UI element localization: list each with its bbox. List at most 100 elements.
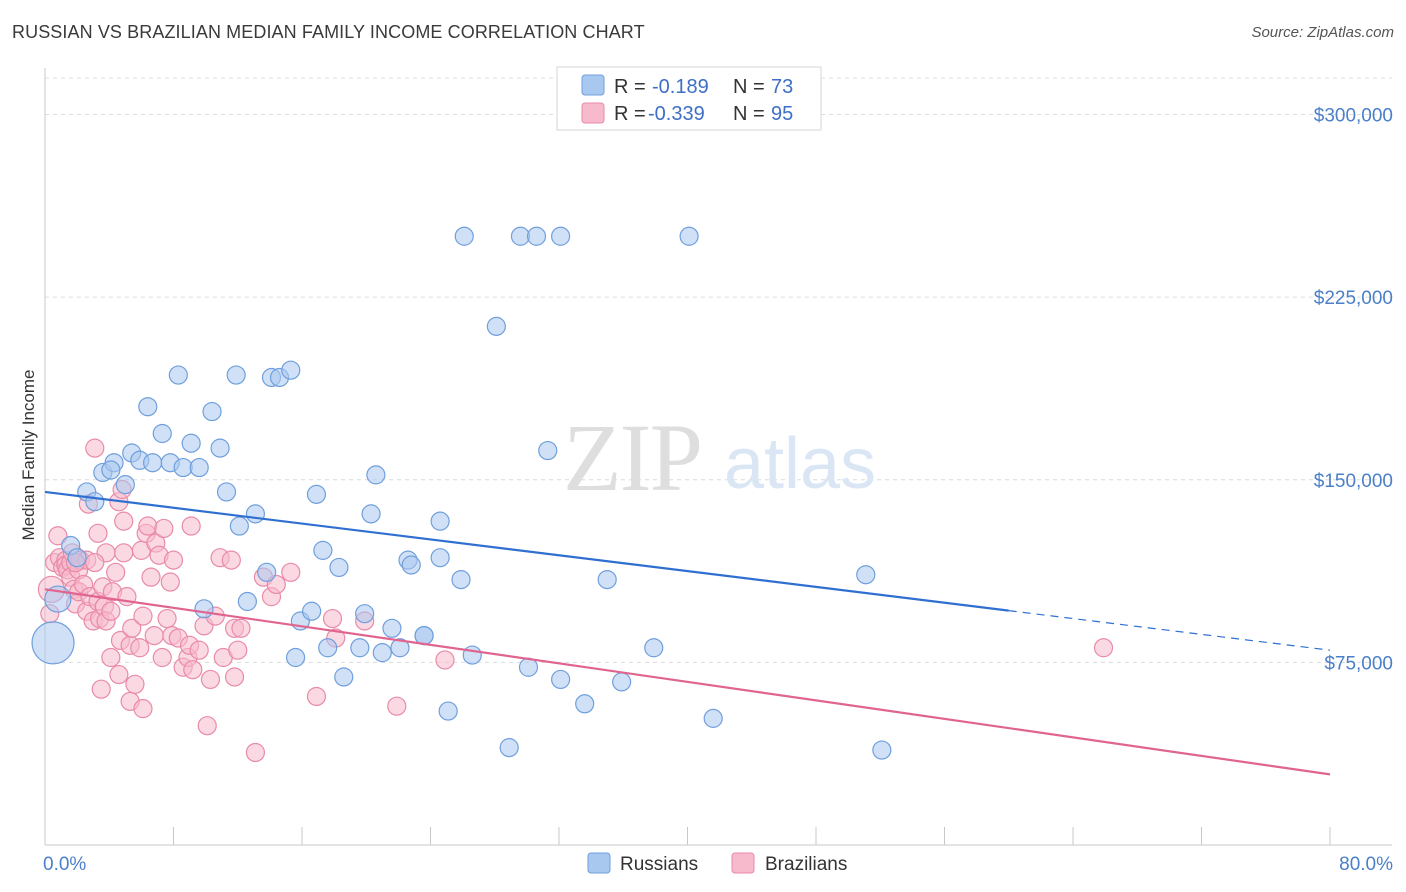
russians-point bbox=[101, 460, 121, 480]
russians-points bbox=[31, 226, 892, 760]
brazilians-point bbox=[1093, 638, 1114, 658]
russians-point bbox=[538, 440, 558, 461]
brazilians-point bbox=[114, 511, 134, 531]
legend-brazilians-r-value: -0.339 bbox=[648, 103, 705, 125]
russians-point bbox=[486, 316, 506, 336]
russians-point bbox=[390, 638, 410, 658]
russians-point bbox=[313, 540, 333, 560]
brazilians-point bbox=[144, 625, 164, 646]
brazilians-point bbox=[106, 562, 126, 582]
russians-point bbox=[372, 643, 392, 663]
brazilians-point bbox=[114, 543, 134, 563]
legend-brazilians-r-label: R = bbox=[614, 103, 646, 125]
bottom-legend-brazilians-label[interactable]: Brazilians bbox=[765, 854, 847, 875]
russians-point bbox=[430, 511, 450, 531]
legend-brazilians-n-label: N = bbox=[733, 103, 765, 125]
brazilians-point bbox=[122, 618, 142, 638]
russians-point bbox=[210, 438, 230, 458]
russians-point bbox=[856, 565, 876, 585]
brazilians-point bbox=[133, 606, 153, 626]
source-label: Source: ZipAtlas.com bbox=[1251, 24, 1394, 41]
russians-point bbox=[401, 555, 421, 575]
legend-russians-swatch[interactable] bbox=[581, 74, 605, 96]
brazilians-point bbox=[160, 572, 180, 592]
russians-point bbox=[237, 591, 257, 612]
russians-point bbox=[679, 226, 699, 246]
brazilians-point bbox=[163, 550, 184, 570]
brazilians-point bbox=[88, 523, 108, 543]
x-tick-label: 80.0% bbox=[1339, 854, 1393, 875]
russians-point bbox=[189, 457, 209, 478]
brazilians-point bbox=[221, 550, 241, 570]
russians-point bbox=[194, 599, 214, 619]
brazilians-point bbox=[152, 647, 172, 668]
legend-russians-n-value: 73 bbox=[771, 76, 793, 98]
y-tick-label: $75,000 bbox=[1324, 653, 1393, 674]
russians-point bbox=[414, 625, 434, 646]
russians-point bbox=[334, 667, 354, 687]
brazilians-point bbox=[138, 516, 158, 536]
top-legend: R = -0.189 N = 73 R = -0.339 N = 95 bbox=[556, 66, 822, 131]
brazilians-point bbox=[101, 647, 121, 668]
y-tick-label: $225,000 bbox=[1314, 288, 1393, 309]
y-tick-label: $300,000 bbox=[1314, 106, 1393, 127]
brazilians-point bbox=[85, 438, 105, 458]
russians-point bbox=[612, 672, 632, 692]
watermark: ZIP atlas bbox=[563, 404, 876, 511]
brazilians-point bbox=[387, 696, 407, 716]
russians-point bbox=[152, 423, 172, 444]
brazilians-point bbox=[322, 608, 343, 629]
brazilians-point bbox=[133, 699, 153, 719]
russians-point bbox=[31, 621, 75, 665]
russians-point bbox=[526, 226, 547, 246]
russians-point bbox=[173, 457, 193, 478]
brazilians-point bbox=[231, 618, 251, 638]
russians-point bbox=[202, 401, 222, 422]
russians-point bbox=[85, 492, 105, 512]
brazilians-point bbox=[154, 518, 174, 539]
x-tick-labels: 0.0% 80.0% bbox=[43, 854, 1393, 875]
russians-point bbox=[366, 465, 386, 485]
russians-point bbox=[257, 562, 277, 582]
russians-trend-extension bbox=[1008, 610, 1331, 651]
russians-point bbox=[285, 647, 306, 668]
brazilians-trend-line bbox=[44, 588, 1331, 776]
watermark-zip: ZIP bbox=[563, 404, 701, 511]
bottom-legend-brazilians-swatch[interactable] bbox=[731, 852, 755, 874]
y-axis-label: Median Family Income bbox=[19, 369, 38, 540]
russians-point bbox=[454, 226, 474, 246]
brazilians-point bbox=[109, 664, 129, 685]
russians-point bbox=[382, 618, 402, 638]
brazilians-point bbox=[157, 608, 177, 629]
brazilians-point bbox=[125, 674, 145, 694]
russians-point bbox=[703, 708, 723, 728]
brazilians-point bbox=[48, 526, 68, 546]
brazilians-point bbox=[228, 640, 248, 660]
russians-point bbox=[350, 638, 370, 658]
y-tick-labels: $75,000 $150,000 $225,000 $300,000 bbox=[1314, 106, 1393, 675]
brazilians-point bbox=[306, 686, 327, 707]
russians-trend-line bbox=[44, 490, 1009, 612]
brazilians-point bbox=[141, 567, 161, 587]
brazilians-point bbox=[189, 640, 209, 660]
watermark-atlas: atlas bbox=[724, 424, 876, 504]
russians-point bbox=[138, 397, 158, 417]
russians-point bbox=[438, 701, 458, 721]
russians-point bbox=[597, 569, 617, 590]
trend-lines bbox=[44, 490, 1331, 776]
russians-point bbox=[245, 504, 266, 524]
russians-point bbox=[451, 569, 471, 590]
chart-title: RUSSIAN VS BRAZILIAN MEDIAN FAMILY INCOM… bbox=[12, 22, 645, 42]
bottom-legend-russians-swatch[interactable] bbox=[587, 852, 611, 874]
russians-point bbox=[872, 740, 892, 760]
russians-point bbox=[551, 669, 571, 690]
legend-russians-r-value: -0.189 bbox=[652, 76, 709, 98]
brazilians-point bbox=[245, 742, 266, 763]
russians-point bbox=[115, 475, 135, 495]
bottom-legend-russians-label[interactable]: Russians bbox=[620, 854, 698, 875]
brazilians-point bbox=[130, 638, 150, 658]
legend-brazilians-swatch[interactable] bbox=[581, 102, 605, 124]
brazilians-point bbox=[85, 552, 105, 573]
brazilians-point bbox=[183, 660, 203, 680]
